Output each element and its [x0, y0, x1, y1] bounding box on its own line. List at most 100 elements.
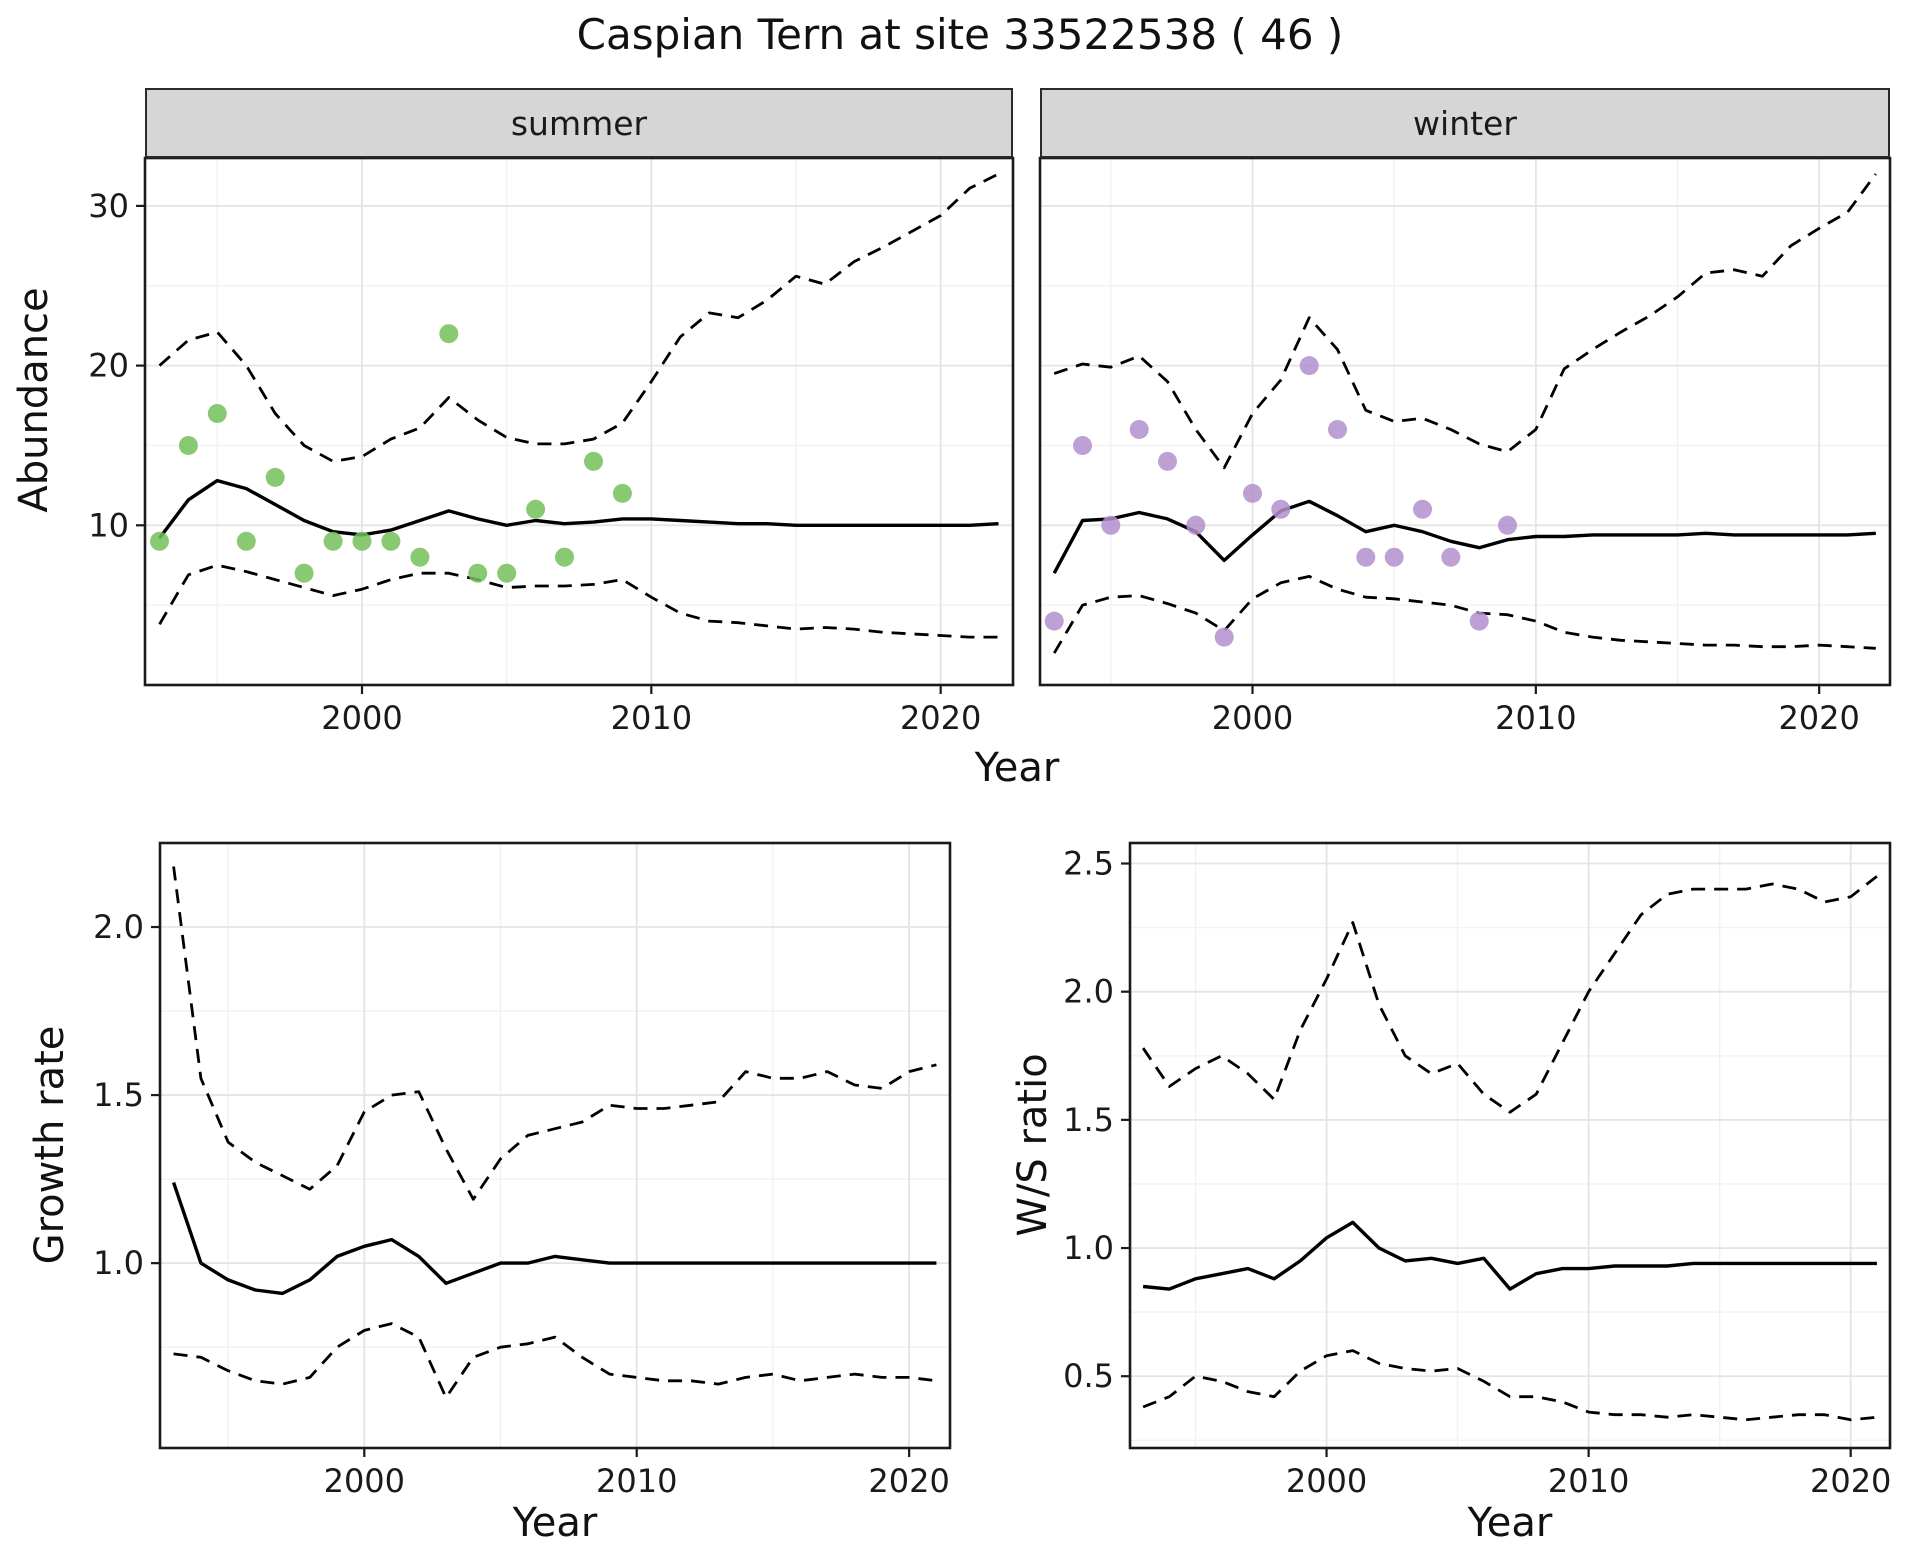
- observation-point: [1073, 436, 1092, 455]
- growth-rate-axis-title: Growth rate: [27, 1025, 73, 1265]
- observation-point: [1299, 356, 1319, 376]
- winter_abundance-upper_ci-line: [1053, 173, 1877, 470]
- summer_abundance-lower_ci-line: [158, 563, 999, 639]
- x-tick-label: 2010: [596, 1462, 677, 1500]
- y-tick-label: 2.0: [93, 908, 144, 946]
- observation-point: [1186, 515, 1206, 535]
- observation-point: [468, 563, 488, 583]
- observation-point: [1271, 499, 1291, 519]
- y-tick-label: 1.0: [93, 1244, 144, 1282]
- observation-point: [1129, 420, 1149, 439]
- observation-point: [1356, 547, 1376, 567]
- series-lines: [171, 866, 937, 1399]
- winter_abundance-observations: [1044, 356, 1517, 647]
- observation-point: [236, 531, 256, 551]
- observation-point: [178, 436, 198, 455]
- observation-point: [1469, 611, 1489, 631]
- summer_abundance-median_fit-line: [158, 478, 999, 540]
- y-tick-label: 2.0: [1063, 973, 1114, 1011]
- observation-point: [1214, 627, 1234, 647]
- panel-background: [1040, 158, 1890, 685]
- observation-point: [410, 547, 430, 567]
- panel-background: [145, 158, 1013, 685]
- observation-point: [526, 499, 546, 519]
- observation-point: [1413, 499, 1432, 519]
- growth_rate-median_fit-line: [171, 1181, 937, 1296]
- series-lines: [158, 172, 1000, 639]
- x-tick-label: 2010: [1495, 699, 1576, 737]
- abundance-axis-title: Abundance: [11, 287, 57, 513]
- observation-point: [265, 467, 285, 487]
- panel-border: [158, 841, 952, 1450]
- ws_ratio-upper_ci-line: [1141, 875, 1878, 1114]
- observation-point: [323, 531, 343, 551]
- observation-point: [381, 531, 401, 551]
- panel-growth_rate: 2000 2010 2020 1.0 1.5 2.0: [93, 841, 952, 1500]
- observation-point: [1498, 515, 1517, 535]
- observation-point: [612, 483, 632, 503]
- top-year-axis-title: Year: [974, 745, 1060, 791]
- ws_ratio-median_fit-line: [1142, 1220, 1877, 1291]
- y-tick-label: 20: [88, 347, 129, 385]
- ws-year-axis-title: Year: [1467, 1500, 1553, 1546]
- observation-point: [555, 547, 574, 567]
- summer_abundance-upper_ci-line: [158, 172, 1000, 463]
- panel-summer_abundance: 2000 2010 2020 10 20 30: [88, 156, 1015, 737]
- panel-ws_ratio: 2000 2010 2020 0.5 1.0 1.5 2.0 2.5: [1063, 841, 1892, 1500]
- observation-point: [294, 563, 314, 583]
- x-tick-label: 2000: [324, 1462, 405, 1500]
- y-tick-label: 1.5: [1063, 1101, 1114, 1139]
- observation-point: [207, 404, 227, 423]
- series-lines: [1141, 875, 1878, 1422]
- axis-ticks: 2000 2010 2020 1.0 1.5 2.0: [93, 908, 950, 1500]
- observation-point: [1384, 547, 1404, 567]
- x-tick-label: 2010: [611, 699, 692, 737]
- observation-point: [1158, 451, 1177, 471]
- panel-border: [1128, 841, 1892, 1450]
- facet-strip-winter: winter: [1040, 88, 1890, 158]
- observation-point: [1101, 515, 1121, 535]
- observation-point: [352, 531, 372, 551]
- axis-ticks: 2000 2010 2020 10 20 30: [88, 187, 981, 737]
- x-tick-label: 2000: [321, 699, 402, 737]
- axis-ticks: 2000 2010 2020 0.5 1.0 1.5 2.0 2.5: [1063, 845, 1891, 1500]
- observation-point: [1441, 547, 1461, 567]
- gridlines: [1130, 843, 1890, 1448]
- y-tick-label: 1.0: [1063, 1229, 1114, 1267]
- x-tick-label: 2010: [1548, 1462, 1629, 1500]
- facet-strip-summer: summer: [145, 88, 1013, 158]
- x-tick-label: 2020: [900, 699, 981, 737]
- x-tick-label: 2020: [1810, 1462, 1891, 1500]
- x-tick-label: 2000: [1212, 699, 1293, 737]
- winter_abundance-lower_ci-line: [1052, 575, 1876, 654]
- ws_ratio-lower_ci-line: [1142, 1349, 1878, 1422]
- panel-border: [1038, 156, 1892, 687]
- growth_rate-upper_ci-line: [172, 866, 937, 1201]
- figure-title: Caspian Tern at site 33522538 ( 46 ): [576, 10, 1344, 59]
- x-tick-label: 2000: [1286, 1462, 1367, 1500]
- facet-strip-summer-label: summer: [510, 103, 648, 143]
- axis-ticks: 2000 2010 2020: [1212, 685, 1860, 737]
- observation-point: [1044, 611, 1064, 631]
- y-tick-label: 2.5: [1063, 845, 1114, 883]
- y-tick-label: 10: [88, 506, 129, 544]
- x-tick-label: 2020: [868, 1462, 949, 1500]
- observation-point: [1328, 420, 1347, 439]
- observation-point: [584, 451, 603, 471]
- panel-background: [160, 843, 950, 1448]
- y-tick-label: 30: [88, 187, 129, 225]
- ws-ratio-axis-title: W/S ratio: [1010, 1053, 1056, 1237]
- x-tick-label: 2020: [1778, 699, 1859, 737]
- y-tick-label: 0.5: [1063, 1357, 1114, 1395]
- y-tick-label: 1.5: [93, 1076, 144, 1114]
- growth_rate-lower_ci-line: [173, 1322, 937, 1399]
- observation-point: [1243, 483, 1262, 503]
- observation-point: [497, 563, 517, 583]
- panel-border: [143, 156, 1015, 687]
- observation-point: [439, 324, 459, 344]
- growth-year-axis-title: Year: [512, 1500, 598, 1546]
- panel-background: [1130, 843, 1890, 1448]
- panel-winter_abundance: 2000 2010 2020: [1038, 156, 1892, 737]
